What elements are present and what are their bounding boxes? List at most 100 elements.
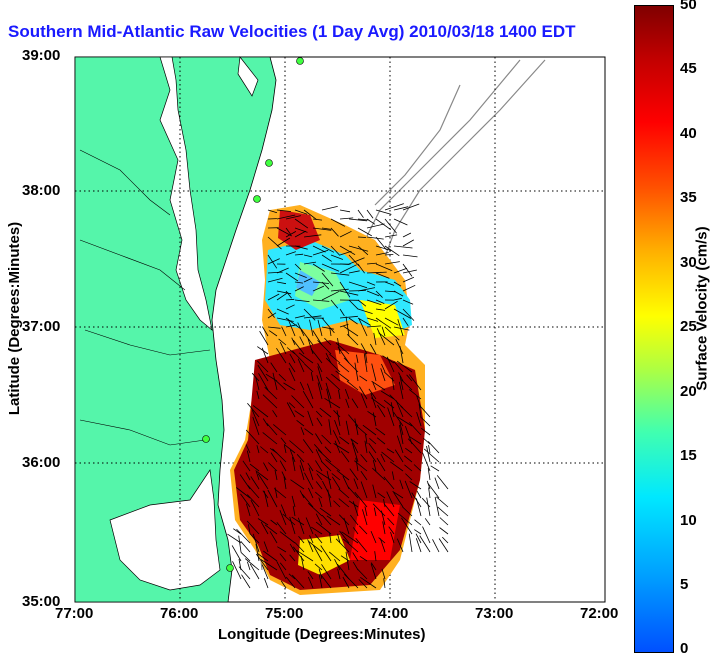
colorbar	[634, 5, 674, 653]
station-marker	[296, 57, 304, 65]
velocity-arrow	[345, 316, 350, 337]
velocity-arrow	[303, 261, 317, 265]
velocity-arrow	[404, 480, 413, 499]
velocity-arrow	[294, 272, 307, 278]
velocity-arrow	[249, 463, 260, 472]
velocity-arrow	[339, 230, 352, 238]
velocity-arrow	[321, 206, 338, 211]
velocity-arrow	[314, 534, 323, 544]
velocity-arrow	[402, 269, 417, 274]
velocity-arrow	[422, 526, 431, 544]
velocity-arrow	[279, 510, 287, 526]
velocity-arrow	[236, 528, 251, 544]
velocity-arrow	[240, 551, 251, 562]
velocity-arrow	[384, 300, 398, 310]
velocity-arrow	[378, 537, 386, 544]
velocity-arrow	[381, 510, 386, 526]
velocity-arrow	[330, 227, 339, 237]
velocity-arrow	[267, 271, 283, 274]
velocity-arrow	[399, 346, 404, 364]
velocity-arrow	[312, 218, 323, 221]
velocity-arrow	[276, 209, 292, 212]
velocity-arrow	[367, 410, 377, 418]
velocity-arrow	[395, 339, 404, 355]
velocity-arrow	[325, 459, 341, 472]
velocity-arrow	[303, 209, 317, 220]
velocity-arrow	[292, 546, 305, 562]
velocity-arrow	[399, 375, 404, 391]
velocity-arrow	[294, 263, 302, 271]
y-tick-label: 35:00	[22, 593, 61, 610]
velocity-arrow	[302, 439, 314, 454]
velocity-arrow	[338, 362, 350, 373]
velocity-arrow	[340, 450, 350, 463]
velocity-arrow	[359, 375, 368, 382]
velocity-arrow	[348, 290, 366, 292]
velocity-arrow	[309, 535, 314, 544]
velocity-arrow	[413, 464, 422, 472]
velocity-arrow	[348, 414, 359, 427]
velocity-arrow	[255, 543, 260, 562]
velocity-arrow	[377, 492, 386, 499]
velocity-arrow	[381, 568, 386, 580]
velocity-arrow	[434, 496, 440, 517]
x-tick-label: 77:00	[55, 605, 94, 622]
velocity-arrow	[370, 392, 377, 409]
velocity-arrow	[317, 340, 332, 355]
velocity-arrow	[241, 574, 251, 589]
velocity-arrow	[248, 524, 251, 535]
velocity-arrow	[314, 444, 323, 454]
velocity-arrow	[420, 416, 431, 427]
velocity-arrow	[296, 550, 314, 562]
station-marker	[202, 435, 210, 443]
velocity-arrow	[270, 362, 278, 373]
velocity-arrow	[259, 330, 269, 346]
velocity-arrow	[399, 479, 404, 490]
velocity-arrow	[399, 422, 404, 436]
velocity-arrow	[357, 299, 367, 307]
velocity-arrow	[372, 467, 386, 481]
velocity-arrow	[405, 426, 413, 445]
velocity-arrow	[325, 357, 341, 373]
velocity-arrow	[260, 521, 269, 535]
velocity-arrow	[312, 285, 325, 292]
velocity-arrow	[256, 390, 260, 400]
velocity-arrow	[315, 433, 323, 445]
velocity-arrow	[325, 352, 332, 364]
y-tick-label: 36:00	[22, 454, 61, 471]
velocity-arrow	[346, 380, 359, 391]
velocity-arrow	[372, 484, 377, 499]
velocity-arrow	[321, 245, 335, 253]
velocity-arrow	[303, 277, 313, 283]
velocity-arrow	[299, 459, 305, 472]
velocity-arrow	[351, 398, 359, 409]
velocity-arrow	[371, 363, 377, 382]
velocity-arrow	[386, 491, 395, 508]
velocity-arrow	[321, 263, 340, 272]
velocity-arrow	[359, 525, 368, 535]
velocity-arrow	[383, 578, 386, 589]
velocity-arrow	[402, 317, 409, 327]
velocity-arrow	[409, 481, 422, 490]
velocity-arrow	[267, 293, 280, 301]
velocity-arrow	[348, 254, 360, 267]
velocity-arrow	[383, 476, 395, 490]
velocity-arrow	[391, 377, 395, 391]
velocity-arrow	[348, 281, 368, 289]
velocity-arrow	[387, 517, 395, 526]
velocity-arrow	[276, 317, 294, 322]
velocity-arrow	[276, 522, 287, 535]
velocity-arrow	[381, 363, 386, 373]
velocity-arrow	[375, 209, 392, 215]
velocity-arrow	[246, 494, 260, 508]
velocity-arrow	[427, 482, 440, 499]
velocity-arrow	[314, 563, 323, 571]
velocity-arrow	[380, 453, 386, 463]
velocity-arrow	[312, 227, 332, 231]
colorbar-tick: 45	[680, 60, 697, 77]
velocity-arrow	[360, 393, 368, 409]
hf-radar-stations	[202, 57, 304, 572]
velocity-arrow	[327, 489, 332, 508]
velocity-arrow	[345, 551, 350, 571]
